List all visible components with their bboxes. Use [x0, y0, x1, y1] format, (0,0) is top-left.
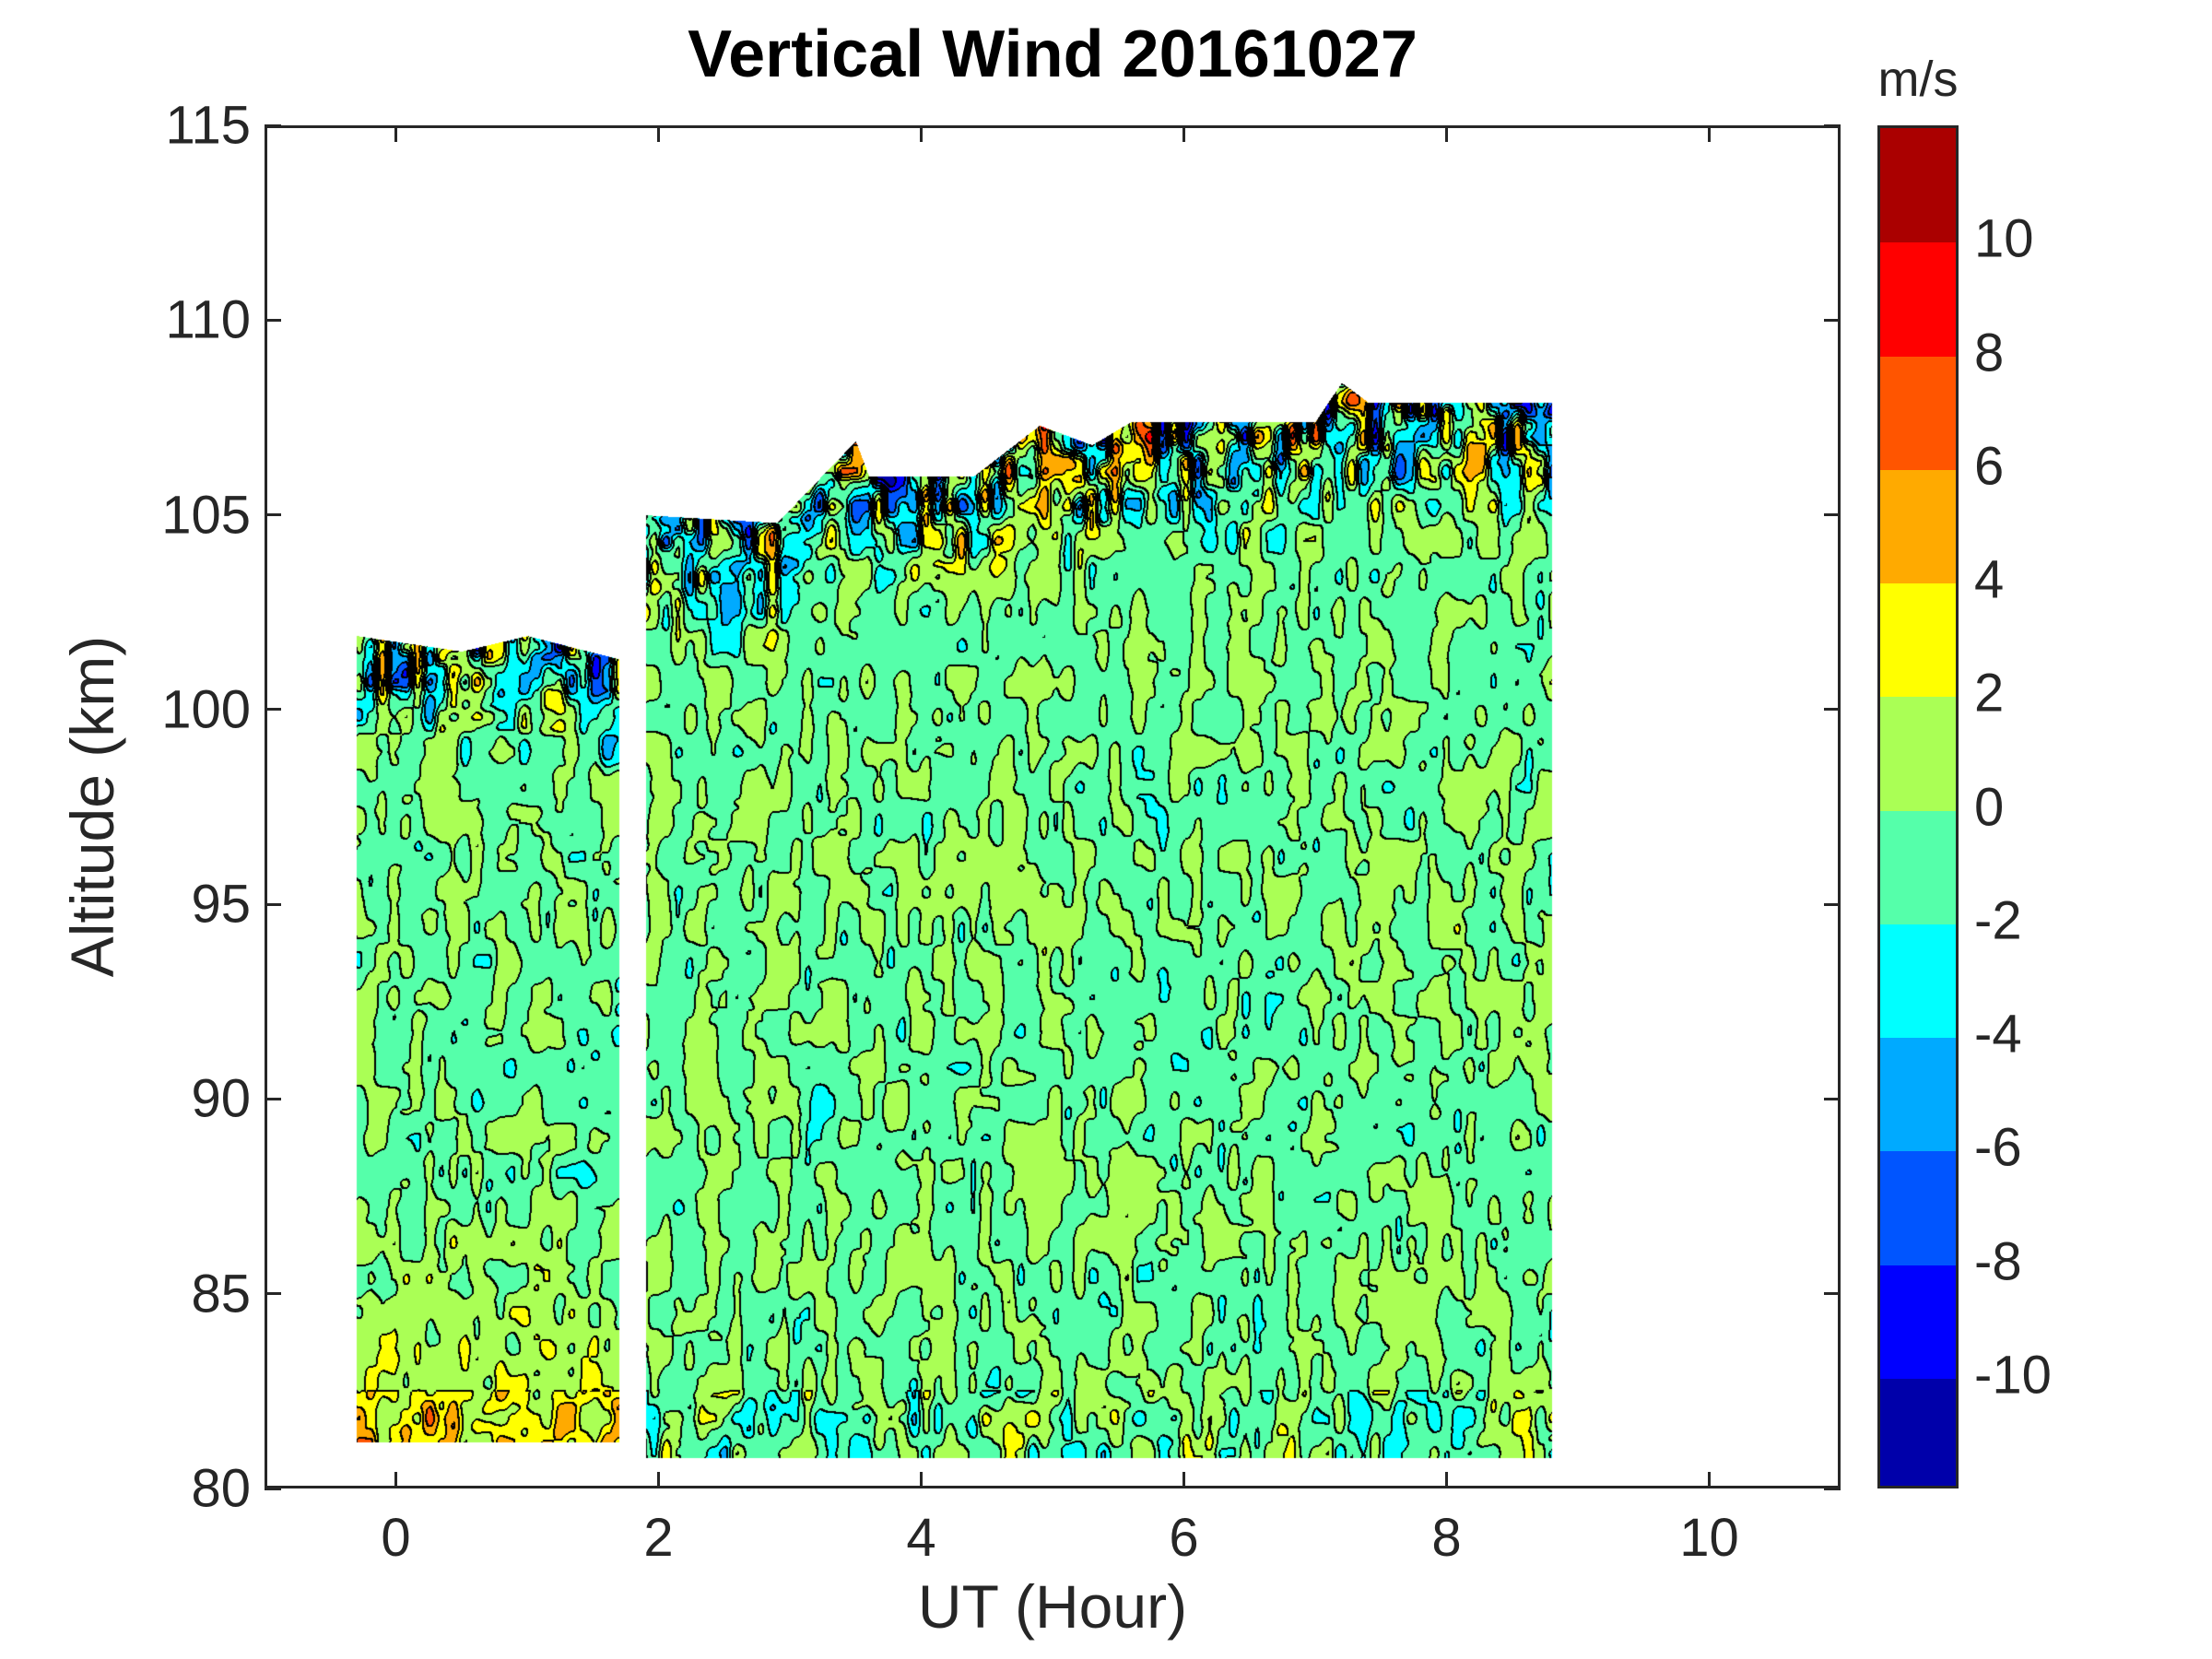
y-tick-mark-right	[1824, 708, 1841, 712]
x-tick-mark	[1708, 1472, 1711, 1488]
y-tick-mark-right	[1824, 1487, 1841, 1490]
y-tick-label: 95	[191, 874, 251, 935]
y-tick-mark-right	[1824, 1097, 1841, 1100]
colorbar-band	[1880, 1037, 1956, 1152]
y-tick-mark	[265, 902, 281, 906]
y-tick-mark-right	[1824, 318, 1841, 322]
colorbar-tick-label: -6	[1974, 1117, 2022, 1178]
colorbar-tick-label: -8	[1974, 1231, 2022, 1291]
x-tick-label: 10	[1679, 1508, 1739, 1568]
y-tick-label: 100	[161, 679, 251, 740]
x-tick-mark	[657, 1472, 660, 1488]
x-tick-label: 4	[906, 1508, 936, 1568]
x-tick-mark	[1445, 1472, 1448, 1488]
x-tick-mark-top	[1182, 125, 1185, 142]
y-tick-label: 115	[165, 95, 251, 156]
y-tick-mark-right	[1824, 513, 1841, 517]
x-tick-mark-top	[1708, 125, 1711, 142]
colorbar-tick-label: -10	[1974, 1345, 2052, 1406]
x-tick-mark-top	[1445, 125, 1448, 142]
colorbar-band	[1880, 1150, 1956, 1265]
x-tick-label: 0	[381, 1508, 411, 1568]
x-tick-label: 8	[1431, 1508, 1462, 1568]
colorbar	[1877, 125, 1959, 1488]
colorbar-band	[1880, 241, 1956, 357]
x-tick-mark	[394, 1472, 397, 1488]
colorbar-unit-label: m/s	[1877, 52, 1959, 107]
y-tick-mark	[265, 124, 281, 127]
x-tick-mark-top	[920, 125, 923, 142]
contour-field	[265, 125, 1841, 1488]
colorbar-band	[1880, 128, 1956, 243]
colorbar-tick-label: 0	[1974, 777, 2005, 837]
x-axis-label: UT (Hour)	[917, 1572, 1188, 1641]
y-tick-mark-right	[1824, 1292, 1841, 1296]
y-tick-mark	[265, 318, 281, 322]
y-tick-mark-right	[1824, 124, 1841, 127]
x-tick-label: 6	[1169, 1508, 1199, 1568]
y-tick-mark	[265, 513, 281, 517]
colorbar-tick-label: 4	[1974, 549, 2005, 610]
colorbar-tick-label: -2	[1974, 890, 2022, 951]
colorbar-band	[1880, 355, 1956, 470]
colorbar-tick-label: 10	[1974, 208, 2034, 269]
colorbar-band	[1880, 696, 1956, 811]
colorbar-band	[1880, 809, 1956, 924]
y-tick-mark-right	[1824, 902, 1841, 906]
colorbar-tick-label: 6	[1974, 436, 2005, 497]
x-tick-mark-top	[394, 125, 397, 142]
x-tick-mark	[1182, 1472, 1185, 1488]
plot-axes	[265, 125, 1841, 1488]
y-tick-mark	[265, 1292, 281, 1296]
x-tick-label: 2	[643, 1508, 674, 1568]
colorbar-tick-label: -4	[1974, 1004, 2022, 1065]
y-tick-mark	[265, 708, 281, 712]
y-tick-label: 85	[191, 1264, 251, 1324]
y-tick-label: 110	[165, 289, 251, 350]
y-tick-label: 90	[191, 1068, 251, 1129]
colorbar-band	[1880, 582, 1956, 698]
y-axis-label: Altitude (km)	[58, 635, 126, 978]
colorbar-band	[1880, 1377, 1956, 1486]
x-tick-mark	[920, 1472, 923, 1488]
chart-title: Vertical Wind 20161027	[688, 18, 1418, 91]
colorbar-band	[1880, 468, 1956, 583]
colorbar-tick-label: 8	[1974, 323, 2005, 382]
colorbar-tick-label: 2	[1974, 663, 2005, 724]
x-tick-mark-top	[657, 125, 660, 142]
y-tick-mark	[265, 1487, 281, 1490]
y-tick-label: 105	[161, 485, 251, 546]
y-tick-label: 80	[191, 1458, 251, 1519]
colorbar-band	[1880, 923, 1956, 1038]
y-tick-mark	[265, 1097, 281, 1100]
colorbar-band	[1880, 1264, 1956, 1379]
